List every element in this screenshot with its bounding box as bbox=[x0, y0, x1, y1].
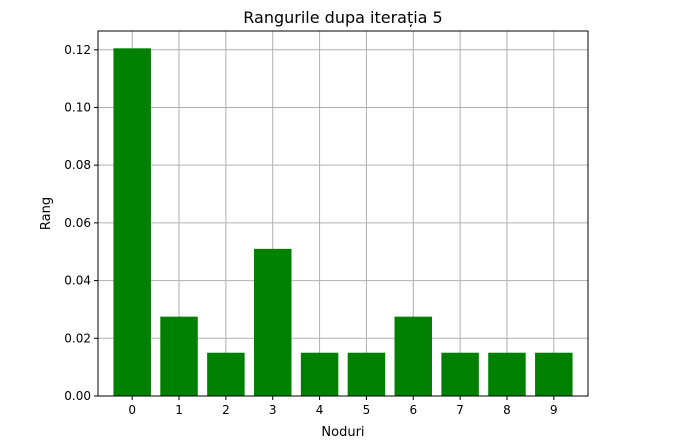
y-tick-label: 0.00 bbox=[64, 389, 91, 403]
bar-2 bbox=[207, 352, 245, 396]
bar-4 bbox=[300, 352, 339, 396]
chart-title: Rangurile dupa iterația 5 bbox=[243, 8, 442, 27]
y-tick-label: 0.02 bbox=[64, 331, 91, 345]
x-tick-label: 4 bbox=[316, 403, 324, 417]
x-tick-label: 0 bbox=[128, 403, 136, 417]
x-tick-label: 3 bbox=[269, 403, 277, 417]
plot-frame bbox=[97, 30, 589, 397]
bar-7 bbox=[441, 352, 479, 396]
y-tick-label: 0.06 bbox=[64, 216, 91, 230]
bar-0 bbox=[113, 48, 151, 396]
x-tick-label: 8 bbox=[503, 403, 511, 417]
x-tick-label: 2 bbox=[222, 403, 230, 417]
x-tick-label: 5 bbox=[363, 403, 371, 417]
bar-8 bbox=[488, 352, 526, 396]
x-tick-label: 6 bbox=[409, 403, 417, 417]
y-tick-label: 0.08 bbox=[64, 158, 91, 172]
y-tick-labels: 0.00 0.02 0.04 0.06 0.08 0.10 0.12 bbox=[64, 43, 91, 403]
bar-6 bbox=[394, 316, 433, 396]
bar-1 bbox=[160, 316, 198, 396]
x-tick-label: 7 bbox=[456, 403, 464, 417]
bars bbox=[113, 48, 573, 396]
x-tick-label: 1 bbox=[175, 403, 183, 417]
x-axis-title: Noduri bbox=[321, 425, 364, 440]
y-tick-label: 0.12 bbox=[64, 43, 91, 57]
bar-5 bbox=[347, 352, 386, 396]
bar-9 bbox=[535, 352, 573, 396]
y-axis-title: Rang bbox=[39, 197, 54, 230]
y-tick-label: 0.04 bbox=[64, 274, 91, 288]
bar-3 bbox=[253, 248, 292, 396]
x-tick-labels: 0 1 2 3 4 5 6 7 8 9 bbox=[128, 403, 557, 417]
tick-marks bbox=[94, 49, 555, 400]
x-tick-label: 9 bbox=[550, 403, 558, 417]
y-tick-label: 0.10 bbox=[64, 100, 91, 114]
